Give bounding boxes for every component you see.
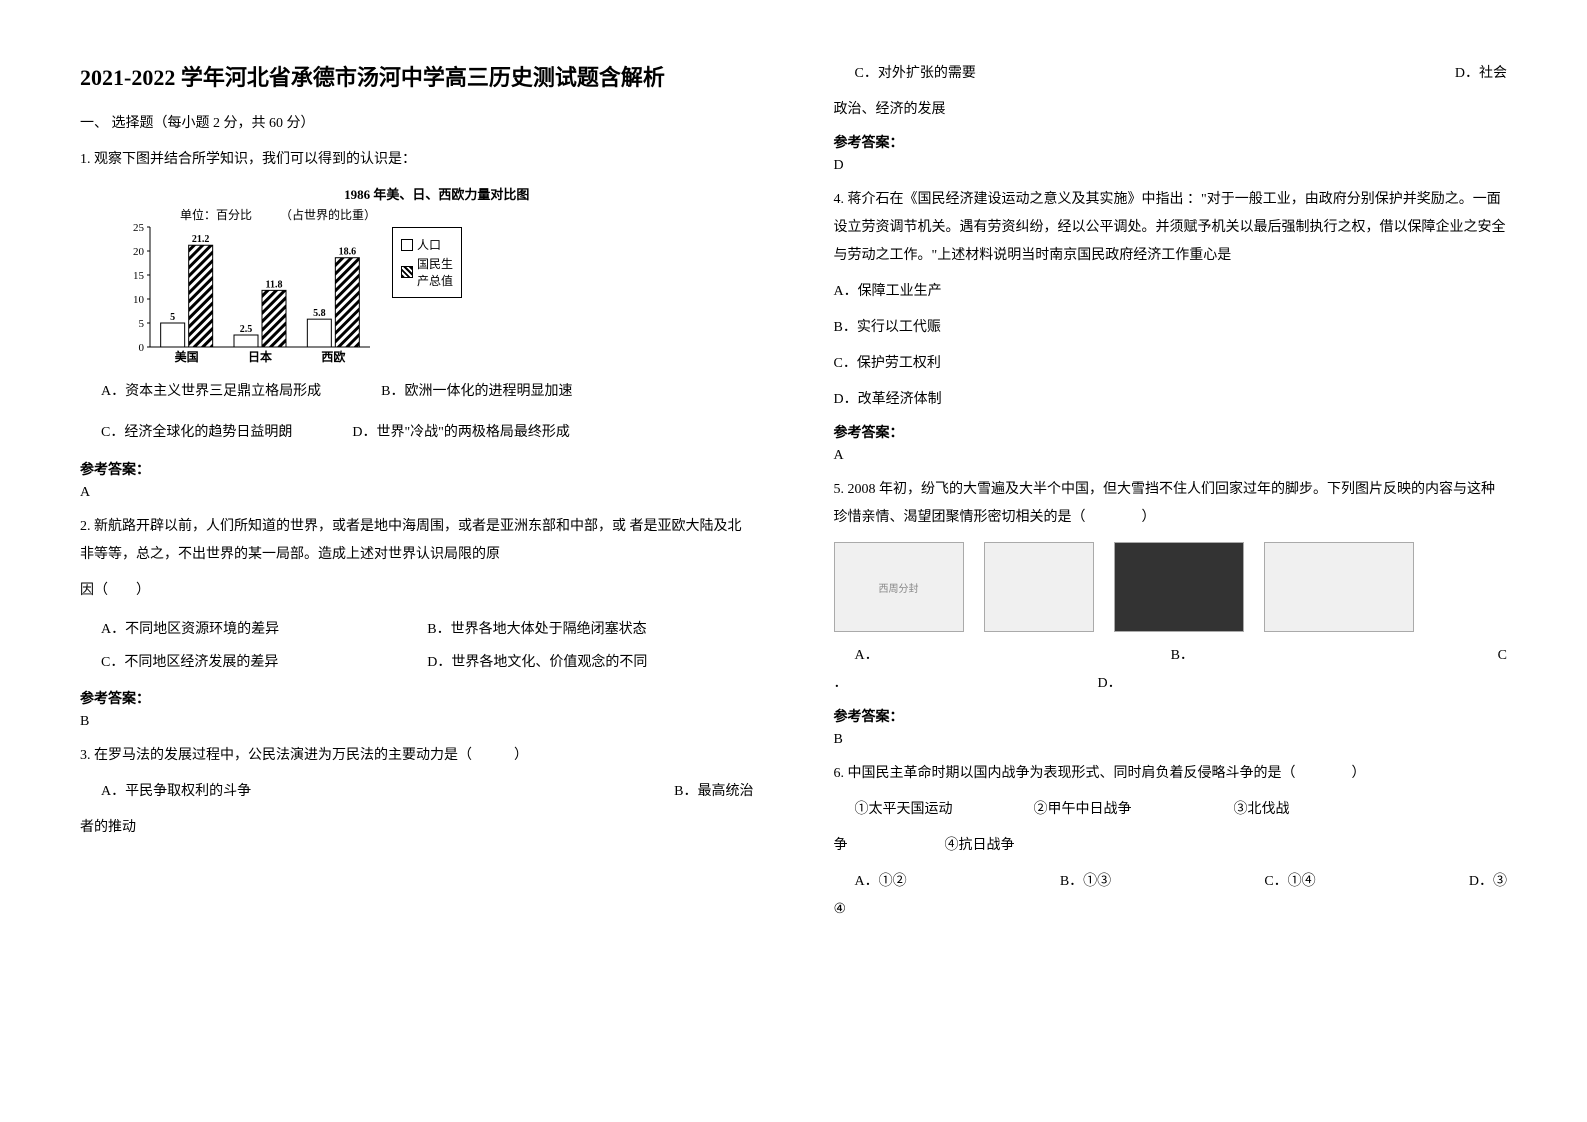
- chart-legend: 人口 国民生 产总值: [392, 227, 462, 298]
- q6-stem: 6. 中国民主革命时期以国内战争为表现形式、同时肩负着反侵略斗争的是（ ）: [834, 760, 1508, 788]
- q4-stem: 4. 蒋介石在《国民经济建设运动之意义及其实施》中指出 ："对于一般工业，由政府…: [834, 186, 1508, 270]
- q3-opt-d: D．社会: [1455, 60, 1507, 88]
- q2-opt-a: A．不同地区资源环境的差异: [101, 613, 427, 647]
- legend-pop: 人口: [401, 236, 453, 253]
- svg-text:5: 5: [170, 312, 175, 323]
- q6-opt-d: D．③: [1469, 868, 1507, 896]
- q2-ans-label: 参考答案：: [80, 688, 754, 708]
- legend-gdp: 国民生 产总值: [401, 255, 453, 289]
- q5-images: 西周分封: [834, 542, 1508, 632]
- q6-item-1: ①太平天国运动: [834, 796, 1034, 824]
- q3-opts-row2: C．对外扩张的需要 D．社会: [834, 60, 1508, 88]
- doc-title: 2021-2022 学年河北省承德市汤河中学高三历史测试题含解析: [80, 60, 754, 92]
- q6-tail: ④: [834, 896, 1508, 924]
- q5-img-1: 西周分封: [834, 542, 964, 632]
- q6-opt-b: B．①③: [1060, 868, 1111, 896]
- svg-text:西欧: 西欧: [321, 349, 345, 364]
- q3-opt-b: B．最高统治: [674, 778, 753, 806]
- svg-text:21.2: 21.2: [192, 234, 210, 245]
- q3-opts-row1: A．平民争取权利的斗争 B．最高统治: [80, 778, 754, 806]
- q6-items-row2: 争 ④抗日战争: [834, 832, 1508, 860]
- q4-opt-a: A．保障工业生产: [834, 278, 1508, 306]
- q6-items-row1: ①太平天国运动 ②甲午中日战争 ③北伐战: [834, 796, 1508, 824]
- q2-stem2: 因（ ）: [80, 577, 754, 605]
- q1-opt-c: C．经济全球化的趋势日益明朗: [101, 418, 292, 449]
- svg-text:5: 5: [139, 318, 145, 330]
- q5-option-labels-2: ． D．: [834, 670, 1508, 698]
- svg-text:（占世界的比重）: （占世界的比重）: [280, 207, 376, 222]
- q1-options: A．资本主义世界三足鼎立格局形成 B．欧洲一体化的进程明显加速: [101, 377, 754, 408]
- q5-lbl-a: A．: [834, 642, 894, 670]
- svg-text:2.5: 2.5: [240, 324, 253, 335]
- svg-text:11.8: 11.8: [266, 279, 283, 290]
- q1-ans: A: [80, 485, 754, 501]
- q6-item-tail: 争: [834, 838, 848, 853]
- q3-tail2: 政治、经济的发展: [834, 96, 1508, 124]
- legend-label-pop: 人口: [417, 236, 441, 253]
- svg-text:25: 25: [133, 222, 145, 234]
- svg-text:美国: 美国: [175, 349, 199, 364]
- svg-text:18.6: 18.6: [339, 247, 357, 258]
- q3-tail: 者的推动: [80, 814, 754, 842]
- q5-ans-label: 参考答案：: [834, 706, 1508, 726]
- q3-ans: D: [834, 158, 1508, 174]
- legend-label-gdp: 国民生 产总值: [417, 255, 453, 289]
- q5-ans: B: [834, 732, 1508, 748]
- section-1-label: 一、 选择题（每小题 2 分，共 60 分）: [80, 112, 754, 132]
- q6-item-4: ④抗日战争: [945, 838, 1015, 853]
- svg-text:单位：百分比: 单位：百分比: [180, 207, 252, 222]
- q5-img-1-label: 西周分封: [879, 580, 919, 595]
- legend-box-gdp: [401, 266, 413, 278]
- q1-options-2: C．经济全球化的趋势日益明朗 D．世界"冷战"的两极格局最终形成: [101, 418, 754, 449]
- q5-lbl-c: C: [1498, 642, 1507, 670]
- q2-stem1: 2. 新航路开辟以前，人们所知道的世界，或者是地中海周围，或者是亚洲东部和中部，…: [80, 513, 754, 569]
- q4-opt-c: C．保护劳工权利: [834, 350, 1508, 378]
- q4-opt-d: D．改革经济体制: [834, 386, 1508, 414]
- q1-opt-d: D．世界"冷战"的两极格局最终形成: [352, 418, 570, 449]
- q3-opt-c: C．对外扩张的需要: [834, 60, 976, 88]
- q5-lbl-dot: ．: [834, 670, 848, 698]
- svg-text:日本: 日本: [248, 349, 272, 364]
- bar-chart-svg: 单位：百分比 （占世界的比重） 0 5 10 15 20 25 5 21.2 美国 2.5 11.8 日本…: [120, 207, 380, 367]
- left-column: 2021-2022 学年河北省承德市汤河中学高三历史测试题含解析 一、 选择题（…: [80, 60, 754, 1062]
- svg-text:10: 10: [133, 294, 145, 306]
- svg-text:20: 20: [133, 246, 145, 258]
- q3-stem: 3. 在罗马法的发展过程中，公民法演进为万民法的主要动力是（ ）: [80, 742, 754, 770]
- q6-opt-a: A．①②: [855, 868, 907, 896]
- q3-ans-label: 参考答案：: [834, 132, 1508, 152]
- legend-box-pop: [401, 239, 413, 251]
- q2-ans: B: [80, 714, 754, 730]
- q5-stem: 5. 2008 年初，纷飞的大雪遍及大半个中国，但大雪挡不住人们回家过年的脚步。…: [834, 476, 1508, 532]
- q5-option-labels: A． B． C: [834, 642, 1508, 670]
- q6-item-2: ②甲午中日战争: [1034, 796, 1234, 824]
- q2-opt-c: C．不同地区经济发展的差异: [101, 646, 427, 680]
- chart-title: 1986 年美、日、西欧力量对比图: [120, 184, 754, 203]
- q5-lbl-d: D．: [1098, 670, 1122, 698]
- q5-img-3: [1114, 542, 1244, 632]
- q5-lbl-b: B．: [1171, 642, 1221, 670]
- svg-text:5.8: 5.8: [313, 308, 326, 319]
- q1-opt-b: B．欧洲一体化的进程明显加速: [381, 377, 572, 408]
- svg-text:0: 0: [139, 342, 145, 354]
- q2-opt-d: D．世界各地文化、价值观念的不同: [427, 646, 753, 680]
- q2-options: A．不同地区资源环境的差异 B．世界各地大体处于隔绝闭塞状态 C．不同地区经济发…: [101, 613, 754, 680]
- q4-opt-b: B．实行以工代赈: [834, 314, 1508, 342]
- q6-opt-c: C．①④: [1264, 868, 1315, 896]
- q6-item-3: ③北伐战: [1234, 796, 1290, 824]
- q1-opt-a: A．资本主义世界三足鼎立格局形成: [101, 377, 321, 408]
- q1-stem: 1. 观察下图并结合所学知识，我们可以得到的认识是：: [80, 146, 754, 174]
- q3-opt-a: A．平民争取权利的斗争: [80, 778, 251, 806]
- q5-img-2: [984, 542, 1094, 632]
- q2-opt-b: B．世界各地大体处于隔绝闭塞状态: [427, 613, 753, 647]
- q1-chart: 1986 年美、日、西欧力量对比图 单位：百分比 （占世界的比重） 0 5 10 15 20…: [120, 184, 754, 367]
- q4-ans-label: 参考答案：: [834, 422, 1508, 442]
- q5-img-4: [1264, 542, 1414, 632]
- q4-ans: A: [834, 448, 1508, 464]
- svg-text:15: 15: [133, 270, 145, 282]
- right-column: C．对外扩张的需要 D．社会 政治、经济的发展 参考答案： D 4. 蒋介石在《…: [834, 60, 1508, 1062]
- q1-ans-label: 参考答案：: [80, 459, 754, 479]
- q6-options: A．①② B．①③ C．①④ D．③: [855, 868, 1508, 896]
